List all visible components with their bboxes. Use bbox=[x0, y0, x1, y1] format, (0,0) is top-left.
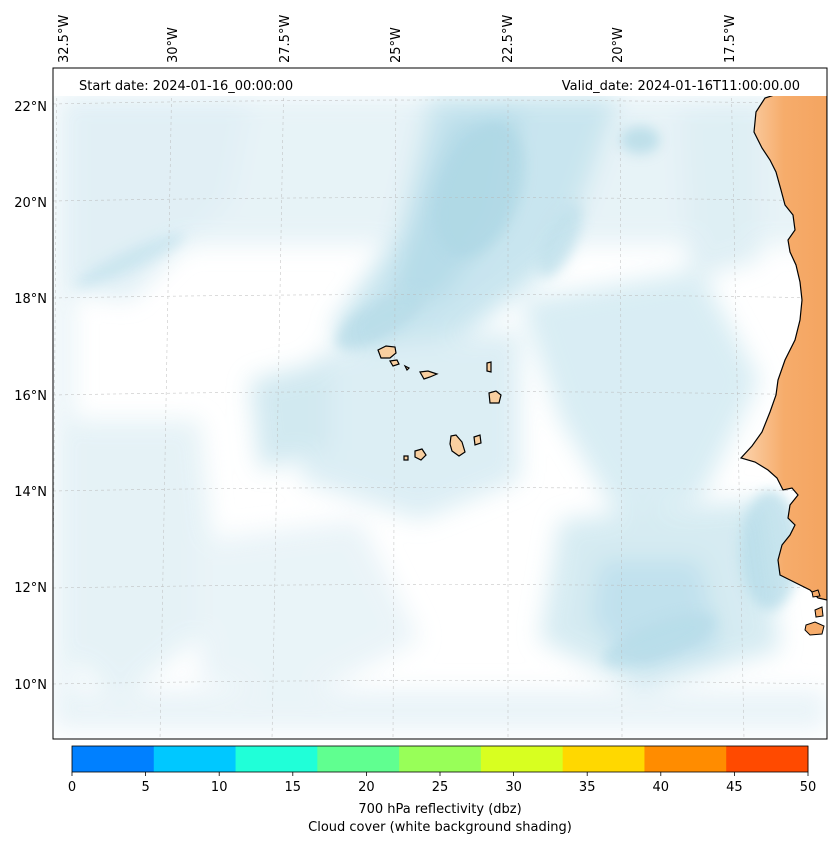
colorbar-segment bbox=[153, 746, 237, 772]
lat-tick-label: 12°N bbox=[14, 581, 47, 596]
coastal-island-1 bbox=[814, 606, 824, 618]
island-boa-vista bbox=[488, 390, 502, 404]
cape-verde-islands bbox=[377, 345, 502, 461]
colorbar-sublabel: Cloud cover (white background shading) bbox=[308, 820, 572, 835]
island-fogo bbox=[414, 448, 427, 461]
colorbar-segment bbox=[317, 746, 400, 772]
start-date-label: Start date: 2024-01-16_00:00:00 bbox=[79, 79, 293, 94]
colorbar-tick-label: 5 bbox=[141, 780, 149, 795]
colorbar-ticks: 0 5 10 15 20 25 30 35 40 45 50 bbox=[68, 772, 816, 795]
island-maio bbox=[473, 434, 482, 446]
date-strip bbox=[53, 68, 827, 96]
colorbar-tick-label: 10 bbox=[211, 780, 228, 795]
cloud-cover-shading bbox=[53, 95, 827, 730]
colorbar-segment bbox=[399, 746, 482, 772]
lat-tick-label: 22°N bbox=[14, 100, 47, 115]
colorbar-segment bbox=[726, 746, 809, 772]
latitude-labels: 22°N 20°N 18°N 16°N 14°N 12°N 10°N bbox=[14, 100, 47, 693]
lat-tick-label: 10°N bbox=[14, 678, 47, 693]
lon-tick-label: 17.5°W bbox=[723, 15, 738, 63]
colorbar: 0 5 10 15 20 25 30 35 40 45 50 700 hPa reflectivit… bbox=[68, 745, 816, 835]
colorbar-segment bbox=[644, 746, 727, 772]
valid-date-label: Valid_date: 2024-01-16T11:00:00.00 bbox=[562, 79, 800, 94]
map-frame bbox=[52, 67, 828, 740]
lon-tick-label: 32.5°W bbox=[57, 15, 72, 63]
map-area: Start date: 2024-01-16_00:00:00 Valid_da… bbox=[53, 68, 827, 739]
longitude-labels: 32.5°W 30°W 27.5°W 25°W 22.5°W 20°W 17.5… bbox=[57, 15, 738, 63]
island-brava bbox=[403, 455, 409, 461]
coastal-island-3 bbox=[811, 589, 821, 598]
island-santiago bbox=[449, 434, 466, 457]
colorbar-tick-label: 15 bbox=[285, 780, 302, 795]
colorbar-tick-label: 50 bbox=[800, 780, 817, 795]
island-santo-antao bbox=[377, 345, 397, 359]
island-sao-nicolau bbox=[419, 370, 439, 380]
island-sal bbox=[486, 361, 492, 373]
lat-tick-label: 20°N bbox=[14, 196, 47, 211]
lat-tick-label: 16°N bbox=[14, 389, 47, 404]
lon-tick-label: 30°W bbox=[166, 27, 181, 63]
lon-tick-label: 25°W bbox=[389, 27, 404, 63]
island-sao-vicente bbox=[389, 359, 400, 367]
colorbar-segments bbox=[72, 746, 809, 772]
coastal-island-2 bbox=[804, 621, 825, 636]
lon-tick-label: 20°W bbox=[611, 27, 626, 63]
colorbar-tick-label: 40 bbox=[653, 780, 670, 795]
lon-tick-label: 22.5°W bbox=[501, 15, 516, 63]
lat-tick-label: 14°N bbox=[14, 485, 47, 500]
colorbar-segment bbox=[235, 746, 318, 772]
gridlines bbox=[53, 68, 827, 739]
colorbar-tick-label: 30 bbox=[505, 780, 522, 795]
africa-mainland bbox=[739, 68, 827, 601]
colorbar-tick-label: 0 bbox=[68, 780, 76, 795]
colorbar-tick-label: 20 bbox=[358, 780, 375, 795]
colorbar-tick-label: 35 bbox=[579, 780, 596, 795]
lon-tick-label: 27.5°W bbox=[278, 15, 293, 63]
island-santa-luzia bbox=[403, 364, 411, 372]
colorbar-tick-label: 45 bbox=[726, 780, 743, 795]
colorbar-segment bbox=[72, 746, 155, 772]
colorbar-tick-label: 25 bbox=[432, 780, 449, 795]
colorbar-segment bbox=[562, 746, 645, 772]
lat-tick-label: 18°N bbox=[14, 292, 47, 307]
colorbar-segment bbox=[480, 746, 564, 772]
colorbar-label: 700 hPa reflectivity (dbz) bbox=[358, 802, 521, 817]
